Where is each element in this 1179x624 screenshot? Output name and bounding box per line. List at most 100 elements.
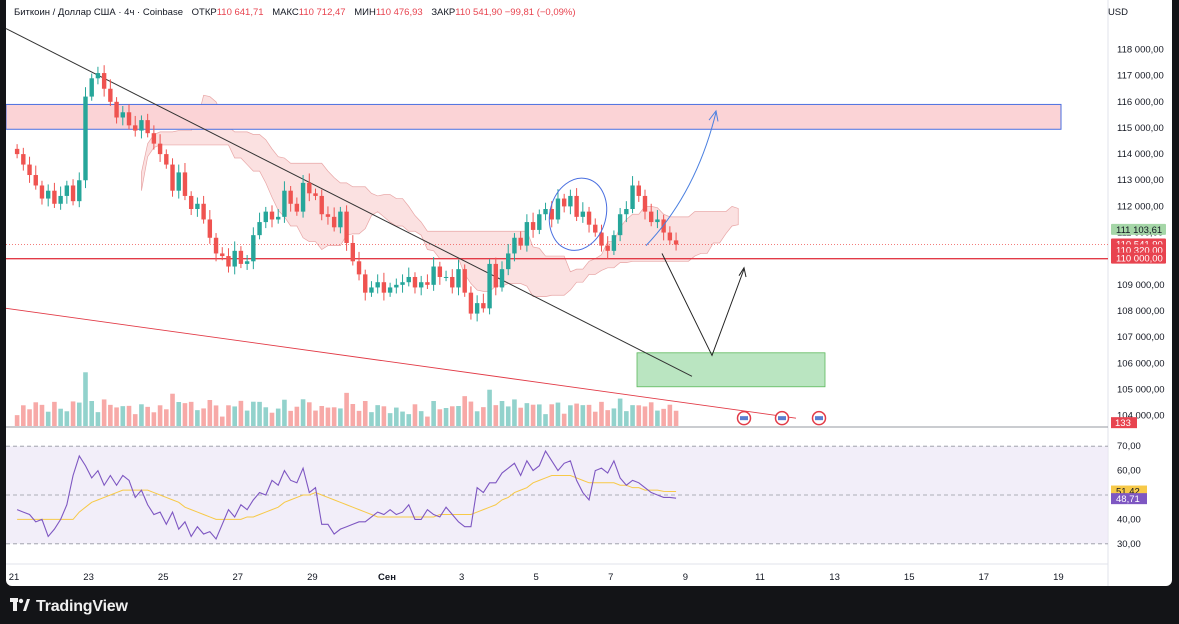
volume-bar bbox=[437, 409, 443, 426]
volume-bar bbox=[263, 407, 269, 426]
candle-body bbox=[21, 154, 26, 165]
volume-bar bbox=[207, 400, 213, 426]
volume-bar bbox=[456, 406, 461, 426]
candle-body bbox=[493, 263, 498, 288]
candle-body bbox=[182, 172, 188, 196]
candle-body bbox=[599, 232, 604, 246]
rsi-band bbox=[6, 446, 1108, 544]
volume-bar bbox=[369, 412, 374, 426]
volume-bar bbox=[52, 401, 57, 426]
candle-body bbox=[27, 164, 32, 176]
volume-bar bbox=[574, 403, 579, 426]
volume-bar bbox=[282, 399, 287, 426]
volume-bar bbox=[195, 410, 200, 426]
symbol-title[interactable]: Биткоин / Доллар США · 4ч · Coinbase bbox=[14, 7, 183, 18]
candle-body bbox=[605, 245, 610, 251]
candle-body bbox=[188, 195, 194, 210]
price-tick-label: 117 000,00 bbox=[1117, 71, 1164, 82]
time-tick-label: Сен bbox=[378, 572, 396, 583]
candle-body bbox=[512, 237, 517, 254]
close-label: ЗАКР bbox=[431, 7, 456, 18]
candle-body bbox=[661, 219, 666, 233]
volume-bar bbox=[512, 399, 517, 426]
price-tick-label: 106 000,00 bbox=[1117, 358, 1165, 369]
low-label: МИН bbox=[354, 7, 376, 18]
candle-body bbox=[524, 222, 530, 246]
candle-body bbox=[617, 214, 623, 236]
candle-body bbox=[157, 143, 163, 155]
volume-bar bbox=[537, 404, 542, 426]
candle-body bbox=[300, 182, 306, 212]
candle-body bbox=[201, 203, 206, 220]
volume-bar bbox=[667, 404, 673, 426]
bullish-projection-path bbox=[645, 112, 717, 246]
candle-body bbox=[350, 242, 356, 262]
volume-bar bbox=[95, 412, 101, 426]
volume-bar bbox=[275, 408, 281, 426]
support-zone bbox=[636, 352, 826, 388]
volume-bar bbox=[449, 406, 455, 426]
candle-body bbox=[530, 222, 536, 230]
candle-body bbox=[474, 303, 480, 314]
candle-body bbox=[114, 101, 119, 118]
volume-bar bbox=[524, 403, 530, 426]
volume-bar bbox=[294, 406, 300, 426]
volume-bar bbox=[648, 402, 654, 426]
price-tick-label: 118 000,00 bbox=[1117, 45, 1164, 56]
volume-bar bbox=[89, 401, 95, 426]
volume-bar bbox=[108, 404, 113, 426]
us-event-flag-icon bbox=[778, 416, 786, 421]
candle-body bbox=[387, 287, 393, 293]
volume-bar bbox=[425, 416, 430, 426]
price-label-box bbox=[1111, 223, 1166, 235]
volume-bar bbox=[176, 402, 182, 426]
price-label-text: 110 000,00 bbox=[1116, 254, 1163, 265]
time-tick-label: 29 bbox=[307, 572, 318, 583]
candle-body bbox=[83, 96, 88, 181]
chart-frame: 104 000,00 105 000,00 106 000,00 107 000,00… bbox=[6, 0, 1172, 586]
candle-body bbox=[170, 164, 175, 191]
volume-bar bbox=[325, 407, 331, 426]
time-tick-label: 19 bbox=[1053, 572, 1064, 583]
price-tick-label: 116 000,00 bbox=[1117, 97, 1164, 108]
volume-bar bbox=[70, 401, 76, 426]
candle-body bbox=[101, 73, 107, 89]
time-tick-label: 7 bbox=[608, 572, 613, 583]
volume-bar bbox=[39, 404, 45, 426]
volume-bar bbox=[344, 392, 349, 426]
time-tick-label: 5 bbox=[534, 572, 539, 583]
candle-body bbox=[363, 274, 368, 293]
candle-body bbox=[45, 190, 51, 199]
volume-label-text: 133 bbox=[1115, 418, 1131, 429]
time-tick-label: 13 bbox=[829, 572, 840, 583]
volume-bar bbox=[617, 398, 623, 426]
candle-body bbox=[667, 232, 673, 241]
volume-bar bbox=[481, 407, 486, 426]
candle-body bbox=[673, 240, 679, 245]
volume-bar bbox=[394, 407, 399, 426]
volume-bar bbox=[418, 411, 424, 426]
candle-body bbox=[456, 269, 461, 288]
volume-bar bbox=[543, 414, 548, 426]
tradingview-brand[interactable]: TradingView bbox=[10, 597, 128, 616]
candle-body bbox=[406, 276, 411, 283]
open-value: 110 641,71 bbox=[216, 7, 264, 18]
volume-bar bbox=[655, 410, 660, 426]
volume-bar bbox=[555, 402, 561, 426]
candle-body bbox=[64, 185, 70, 196]
candle-body bbox=[120, 112, 125, 118]
candle-body bbox=[568, 195, 573, 207]
candle-body bbox=[151, 133, 157, 144]
candle-body bbox=[195, 203, 200, 210]
candle-body bbox=[207, 219, 213, 238]
time-tick-label: 9 bbox=[683, 572, 688, 583]
candle-body bbox=[319, 195, 324, 215]
price-chart[interactable]: 104 000,00 105 000,00 106 000,00 107 000,00… bbox=[6, 0, 1172, 586]
rsi-tick-label: 70,00 bbox=[1117, 441, 1141, 452]
candle-body bbox=[238, 250, 244, 264]
volume-bar bbox=[269, 412, 275, 426]
volume-bar bbox=[661, 408, 666, 426]
currency-label[interactable]: USD bbox=[1107, 7, 1128, 18]
volume-bar bbox=[64, 411, 70, 426]
volume-bar bbox=[387, 413, 393, 426]
